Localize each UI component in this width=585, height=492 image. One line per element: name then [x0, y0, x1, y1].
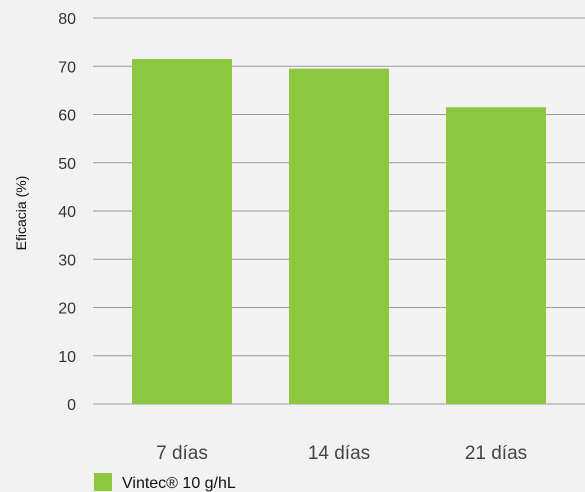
x-tick-label: 14 días	[308, 443, 370, 464]
x-axis-ticks: 7 días 14 días 21 días	[156, 443, 527, 464]
y-tick-label: 50	[58, 156, 76, 173]
y-tick-label: 0	[67, 397, 76, 414]
y-axis-ticks: 0 10 20 30 40 50 60 70 80	[58, 11, 76, 414]
bar	[132, 59, 232, 404]
legend-swatch	[94, 473, 112, 491]
y-tick-label: 40	[58, 204, 76, 221]
legend-label: Vintec® 10 g/hL	[122, 475, 236, 492]
bars	[132, 59, 546, 404]
y-tick-label: 70	[58, 59, 76, 76]
x-tick-label: 7 días	[156, 443, 208, 464]
x-tick-label: 21 días	[465, 443, 527, 464]
y-tick-label: 10	[58, 349, 76, 366]
legend: Vintec® 10 g/hL	[94, 473, 236, 492]
bar	[446, 107, 546, 404]
y-tick-label: 30	[58, 252, 76, 269]
y-tick-label: 60	[58, 108, 76, 125]
y-tick-label: 80	[58, 11, 76, 28]
y-axis-label: Eficacia (%)	[13, 176, 29, 251]
y-tick-label: 20	[58, 301, 76, 318]
bar	[289, 68, 389, 404]
